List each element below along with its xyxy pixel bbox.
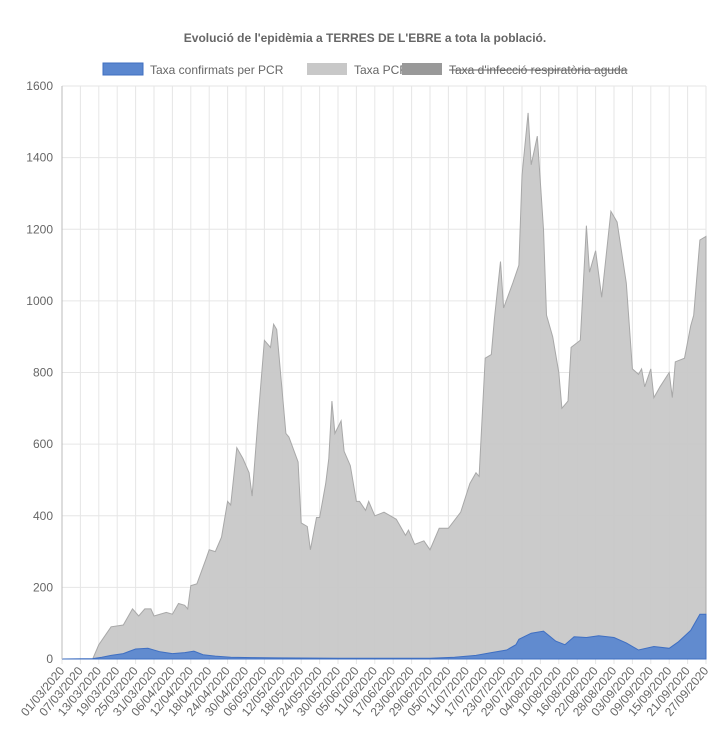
y-tick-label: 200 xyxy=(33,580,53,594)
y-tick-label: 1200 xyxy=(26,222,53,236)
legend-swatch xyxy=(307,63,347,75)
legend-item[interactable]: Taxa confirmats per PCR xyxy=(103,63,284,77)
legend-label: Taxa PCR xyxy=(354,63,408,77)
y-tick-label: 800 xyxy=(33,366,53,380)
y-tick-label: 1000 xyxy=(26,294,53,308)
y-tick-label: 400 xyxy=(33,509,53,523)
y-tick-label: 600 xyxy=(33,437,53,451)
area-taxa-pcr xyxy=(62,113,706,659)
series-areas xyxy=(62,113,706,659)
legend-swatch xyxy=(402,63,442,75)
chart-title: Evolució de l'epidèmia a TERRES DE L'EBR… xyxy=(184,31,546,45)
legend-item[interactable]: Taxa d'infecció respiratòria aguda xyxy=(402,63,628,77)
legend-label: Taxa confirmats per PCR xyxy=(150,63,284,77)
y-tick-label: 0 xyxy=(46,652,53,666)
legend-item[interactable]: Taxa PCR xyxy=(307,63,408,77)
y-tick-label: 1600 xyxy=(26,79,53,93)
legend-swatch xyxy=(103,63,143,75)
y-tick-label: 1400 xyxy=(26,151,53,165)
